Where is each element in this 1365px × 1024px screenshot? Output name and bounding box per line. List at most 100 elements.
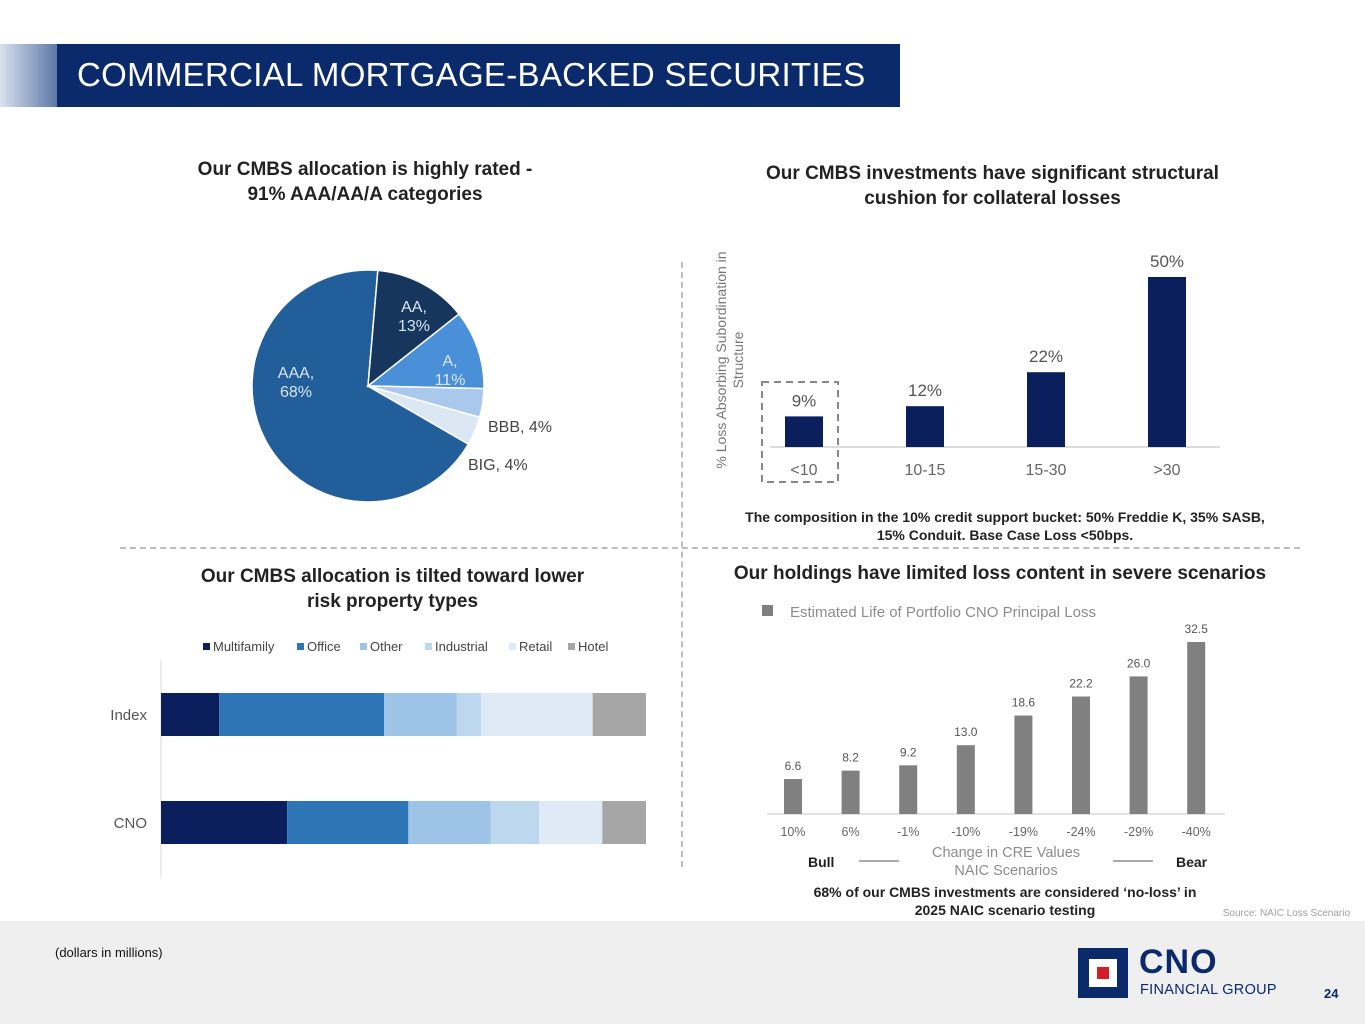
- y-axis-label: % Loss Absorbing Subordination inStructu…: [713, 251, 746, 468]
- bar-value-label: 8.2: [842, 751, 859, 765]
- page-title: COMMERCIAL MORTGAGE-BACKED SECURITIES: [77, 56, 866, 93]
- bar-segment: [490, 801, 540, 844]
- bar-segment: [481, 693, 593, 736]
- subordination-note-line2: 15% Conduit. Base Case Loss <50bps.: [876, 527, 1134, 543]
- legend-swatch: [360, 643, 367, 650]
- subordination-title-line1: Our CMBS investments have significant st…: [766, 163, 1219, 184]
- page-number: 24: [1324, 986, 1339, 1001]
- bar: [1129, 676, 1148, 814]
- x-tick-label: 15-30: [1026, 462, 1067, 479]
- bar-value-label: 26.0: [1127, 656, 1151, 670]
- bar: [785, 416, 823, 447]
- header-bar: COMMERCIAL MORTGAGE-BACKED SECURITIES: [57, 44, 900, 107]
- bar-value-label: 6.6: [785, 759, 802, 773]
- bar: [1027, 372, 1065, 447]
- bar-segment: [161, 693, 220, 736]
- bar-segment: [161, 801, 288, 844]
- subordination-note-line1: The composition in the 10% credit suppor…: [745, 509, 1265, 525]
- bar-value-label: 9%: [792, 391, 817, 410]
- legend-swatch: [509, 643, 516, 650]
- bar-value-label: 18.6: [1012, 696, 1036, 710]
- cno-logo: CNO FINANCIAL GROUP: [1078, 943, 1293, 999]
- pie-slice-label: A, 11%: [435, 353, 466, 389]
- pie-slice: [367, 269, 461, 388]
- naic-loss-note: 68% of our CMBS investments are consider…: [770, 883, 1240, 919]
- logo-mark-icon: [1078, 948, 1128, 998]
- bar: [841, 770, 860, 814]
- legend-swatch: [297, 643, 304, 650]
- naic-loss-bar-chart: Estimated Life of Portfolio CNO Principa…: [762, 604, 1225, 879]
- legend-label: Hotel: [578, 639, 608, 654]
- legend-label: Retail: [519, 639, 552, 654]
- subordination-title: Our CMBS investments have significant st…: [700, 161, 1285, 211]
- logo-subtext: FINANCIAL GROUP: [1140, 982, 1277, 998]
- bar: [899, 765, 918, 814]
- bar-segment: [408, 801, 491, 844]
- naic-loss-title: Our holdings have limited loss content i…: [733, 563, 1267, 584]
- bar-segment: [602, 801, 646, 844]
- legend-label: Office: [307, 639, 341, 654]
- bar-segment: [384, 693, 457, 736]
- x-tick-label: -29%: [1124, 825, 1153, 839]
- x-axis-label: Change in CRE Values NAIC Scenarios: [932, 845, 1080, 879]
- naic-loss-note-line1: 68% of our CMBS investments are consider…: [813, 884, 1197, 900]
- bar-value-label: 32.5: [1185, 622, 1209, 636]
- pie-slice: [251, 269, 470, 503]
- bar-value-label: 9.2: [900, 745, 917, 759]
- rating-pie-title-line1: Our CMBS allocation is highly rated -: [197, 159, 533, 180]
- legend-swatch: [425, 643, 432, 650]
- x-tick-label: 6%: [842, 825, 860, 839]
- subordination-note: The composition in the 10% credit suppor…: [705, 508, 1305, 544]
- bar-value-label: 50%: [1150, 252, 1184, 271]
- x-tick-label: -40%: [1182, 825, 1211, 839]
- legend-label: Multifamily: [213, 639, 275, 654]
- subordination-bar-chart: % Loss Absorbing Subordination inStructu…: [713, 251, 1220, 483]
- legend-swatch: [568, 643, 575, 650]
- x-tick-label: -10%: [951, 825, 980, 839]
- bar: [784, 779, 802, 814]
- x-tick-label: >30: [1153, 462, 1180, 479]
- legend-label: Other: [370, 639, 403, 654]
- horizontal-divider: [120, 547, 1300, 549]
- pie-slice-label: AA, 13%: [398, 299, 430, 335]
- x-tick-label: <10: [790, 462, 817, 479]
- x-tick-label: 10%: [780, 825, 805, 839]
- bull-label: Bull: [808, 854, 834, 870]
- subordination-title-line2: cushion for collateral losses: [864, 188, 1121, 209]
- legend-label: Estimated Life of Portfolio CNO Principa…: [790, 604, 1096, 621]
- pie-slice: [367, 385, 481, 446]
- bar-segment: [287, 801, 409, 844]
- bar: [1187, 642, 1206, 814]
- property-type-title-line1: Our CMBS allocation is tilted toward low…: [200, 566, 585, 587]
- pie-slice-label: BIG, 4%: [468, 457, 528, 474]
- legend-swatch: [762, 605, 773, 616]
- rating-pie-title: Our CMBS allocation is highly rated - 91…: [140, 157, 590, 207]
- rating-pie-title-line2: 91% AAA/AA/A categories: [247, 184, 483, 205]
- logo-text: CNO: [1139, 943, 1218, 981]
- property-type-title: Our CMBS allocation is tilted toward low…: [140, 564, 645, 614]
- pie-slice-label: AAA, 68%: [278, 365, 314, 401]
- rating-pie-chart: AAA, 68% AA, 13%A, 11% BBB, 4% BIG, 4%: [251, 269, 552, 503]
- property-type-title-line2: risk property types: [306, 591, 479, 612]
- legend-label: Industrial: [435, 639, 488, 654]
- bar-segment: [219, 693, 385, 736]
- bar-value-label: 13.0: [954, 725, 978, 739]
- bar: [956, 745, 975, 814]
- highlight-box: [761, 381, 839, 483]
- vertical-divider: [681, 262, 683, 867]
- bear-label: Bear: [1176, 854, 1208, 870]
- y-tick-label: Index: [110, 707, 147, 724]
- pie-slice: [365, 313, 485, 390]
- bar-segment: [456, 693, 482, 736]
- bar: [1072, 696, 1090, 814]
- legend-swatch: [203, 643, 210, 650]
- bar-value-label: 12%: [908, 381, 942, 400]
- bar-value-label: 22%: [1029, 347, 1063, 366]
- x-tick-label: 10-15: [905, 462, 946, 479]
- header-accent: [0, 44, 57, 107]
- bar-segment: [592, 693, 646, 736]
- x-tick-label: -1%: [897, 825, 919, 839]
- source-note: Source: NAIC Loss Scenario: [1222, 908, 1350, 919]
- property-type-bar-chart: Multifamily Office Other Industrial Retail Ho…: [110, 639, 646, 878]
- bar-value-label: 22.2: [1069, 677, 1093, 691]
